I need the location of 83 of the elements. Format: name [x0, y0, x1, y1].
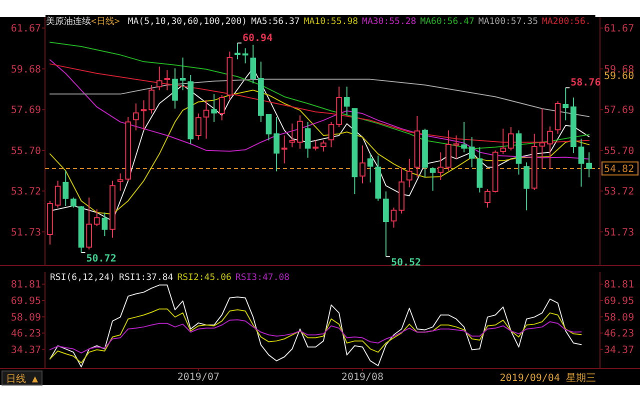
- candlestick: [570, 97, 576, 154]
- y2-tick-label: 34.37: [604, 344, 634, 356]
- text: MA60:56.47: [420, 17, 474, 27]
- y-tick-label: 51.73: [10, 227, 41, 238]
- candlestick: [133, 102, 139, 131]
- candlestick: [375, 155, 382, 202]
- text: 日线 ▲: [6, 373, 38, 385]
- candlestick: [258, 61, 264, 122]
- candlestick: [383, 190, 389, 258]
- candlestick: [188, 74, 194, 144]
- y-tick-label: 81.81: [10, 280, 41, 291]
- candlestick: [468, 136, 475, 168]
- candlestick: [547, 126, 553, 170]
- candlestick: [250, 44, 256, 84]
- candlestick: [211, 94, 217, 122]
- chart-subtitle: <日线>: [91, 16, 120, 27]
- candlestick: [289, 123, 296, 148]
- candlestick: [242, 48, 248, 64]
- candlestick: [414, 115, 420, 178]
- annotation: 50.72: [86, 254, 116, 264]
- y2-tick-label: 53.72: [604, 186, 634, 198]
- candlestick: [406, 158, 412, 188]
- annotation: 60.94: [242, 33, 273, 44]
- annotation: 50.52: [390, 258, 422, 269]
- ref-line-label: 54.82: [604, 164, 634, 175]
- text: MA200:56.: [542, 17, 591, 27]
- text: MA10:55.98: [304, 17, 358, 27]
- x-tick-label: 2019/07: [177, 372, 220, 383]
- candlestick: [172, 68, 178, 110]
- candlestick: [476, 146, 483, 193]
- y-tick-label: 58.09: [10, 312, 41, 324]
- x-tick-label: 2019/08: [341, 372, 384, 383]
- legend-title: MA(5,10,30,60,100,200): [128, 17, 248, 27]
- candlestick: [62, 170, 69, 206]
- candlestick: [562, 87, 569, 121]
- candlestick: [586, 152, 592, 178]
- y2-tick-label: 61.67: [604, 24, 634, 35]
- series-label: RSI1:37.84: [119, 273, 174, 283]
- y-tick-label: 53.72: [10, 186, 41, 198]
- candlestick: [203, 100, 210, 140]
- y-tick-label: 55.70: [10, 146, 41, 157]
- text: 2019/09/04 星期三: [500, 372, 596, 384]
- candlestick: [297, 114, 303, 150]
- y2-tick-label: 81.81: [604, 280, 634, 291]
- text: MA5:56.37: [251, 17, 300, 27]
- candlestick: [344, 86, 350, 116]
- text: 59.60: [604, 71, 634, 82]
- y2-tick-label: 69.95: [604, 296, 634, 307]
- text: RSI3:47.08: [235, 273, 290, 283]
- y-tick-label: 69.95: [10, 296, 41, 307]
- chart-title: 美原油连续: [46, 16, 91, 27]
- candlestick: [578, 138, 584, 188]
- line-series: [50, 90, 590, 215]
- y-tick-label: 46.23: [10, 328, 41, 340]
- line-series: [50, 284, 582, 368]
- candlestick: [438, 152, 444, 180]
- y2-tick-label: 57.69: [604, 105, 634, 116]
- y2-tick-label: 55.70: [604, 146, 634, 157]
- candlestick: [539, 108, 546, 170]
- candlestick: [281, 134, 288, 164]
- y-tick-label: 59.68: [10, 64, 41, 76]
- y2-tick-label: 46.23: [604, 328, 634, 340]
- candlestick: [367, 153, 374, 183]
- y-tick-label: 57.69: [10, 105, 41, 116]
- line-series: [50, 319, 582, 354]
- candlestick: [274, 116, 280, 172]
- line-series: [50, 308, 582, 364]
- candlestick: [164, 70, 170, 91]
- text: MA30:55.28: [362, 17, 416, 27]
- text: RSI2:45.06: [177, 273, 232, 283]
- annotation: 58.76: [570, 78, 601, 89]
- candlestick: [226, 51, 233, 101]
- text: MA100:57.35: [478, 17, 538, 27]
- legend-title: RSI(6,12,24): [50, 273, 116, 283]
- candlestick: [461, 121, 467, 153]
- candlestick: [140, 100, 147, 131]
- y2-tick-label: 58.09: [604, 312, 634, 324]
- y-tick-label: 61.67: [10, 24, 41, 35]
- y2-tick-label: 51.73: [604, 227, 634, 238]
- candlestick: [180, 57, 186, 91]
- candlestick: [360, 145, 366, 184]
- candlestick: [453, 134, 460, 160]
- y-tick-label: 34.37: [10, 344, 41, 356]
